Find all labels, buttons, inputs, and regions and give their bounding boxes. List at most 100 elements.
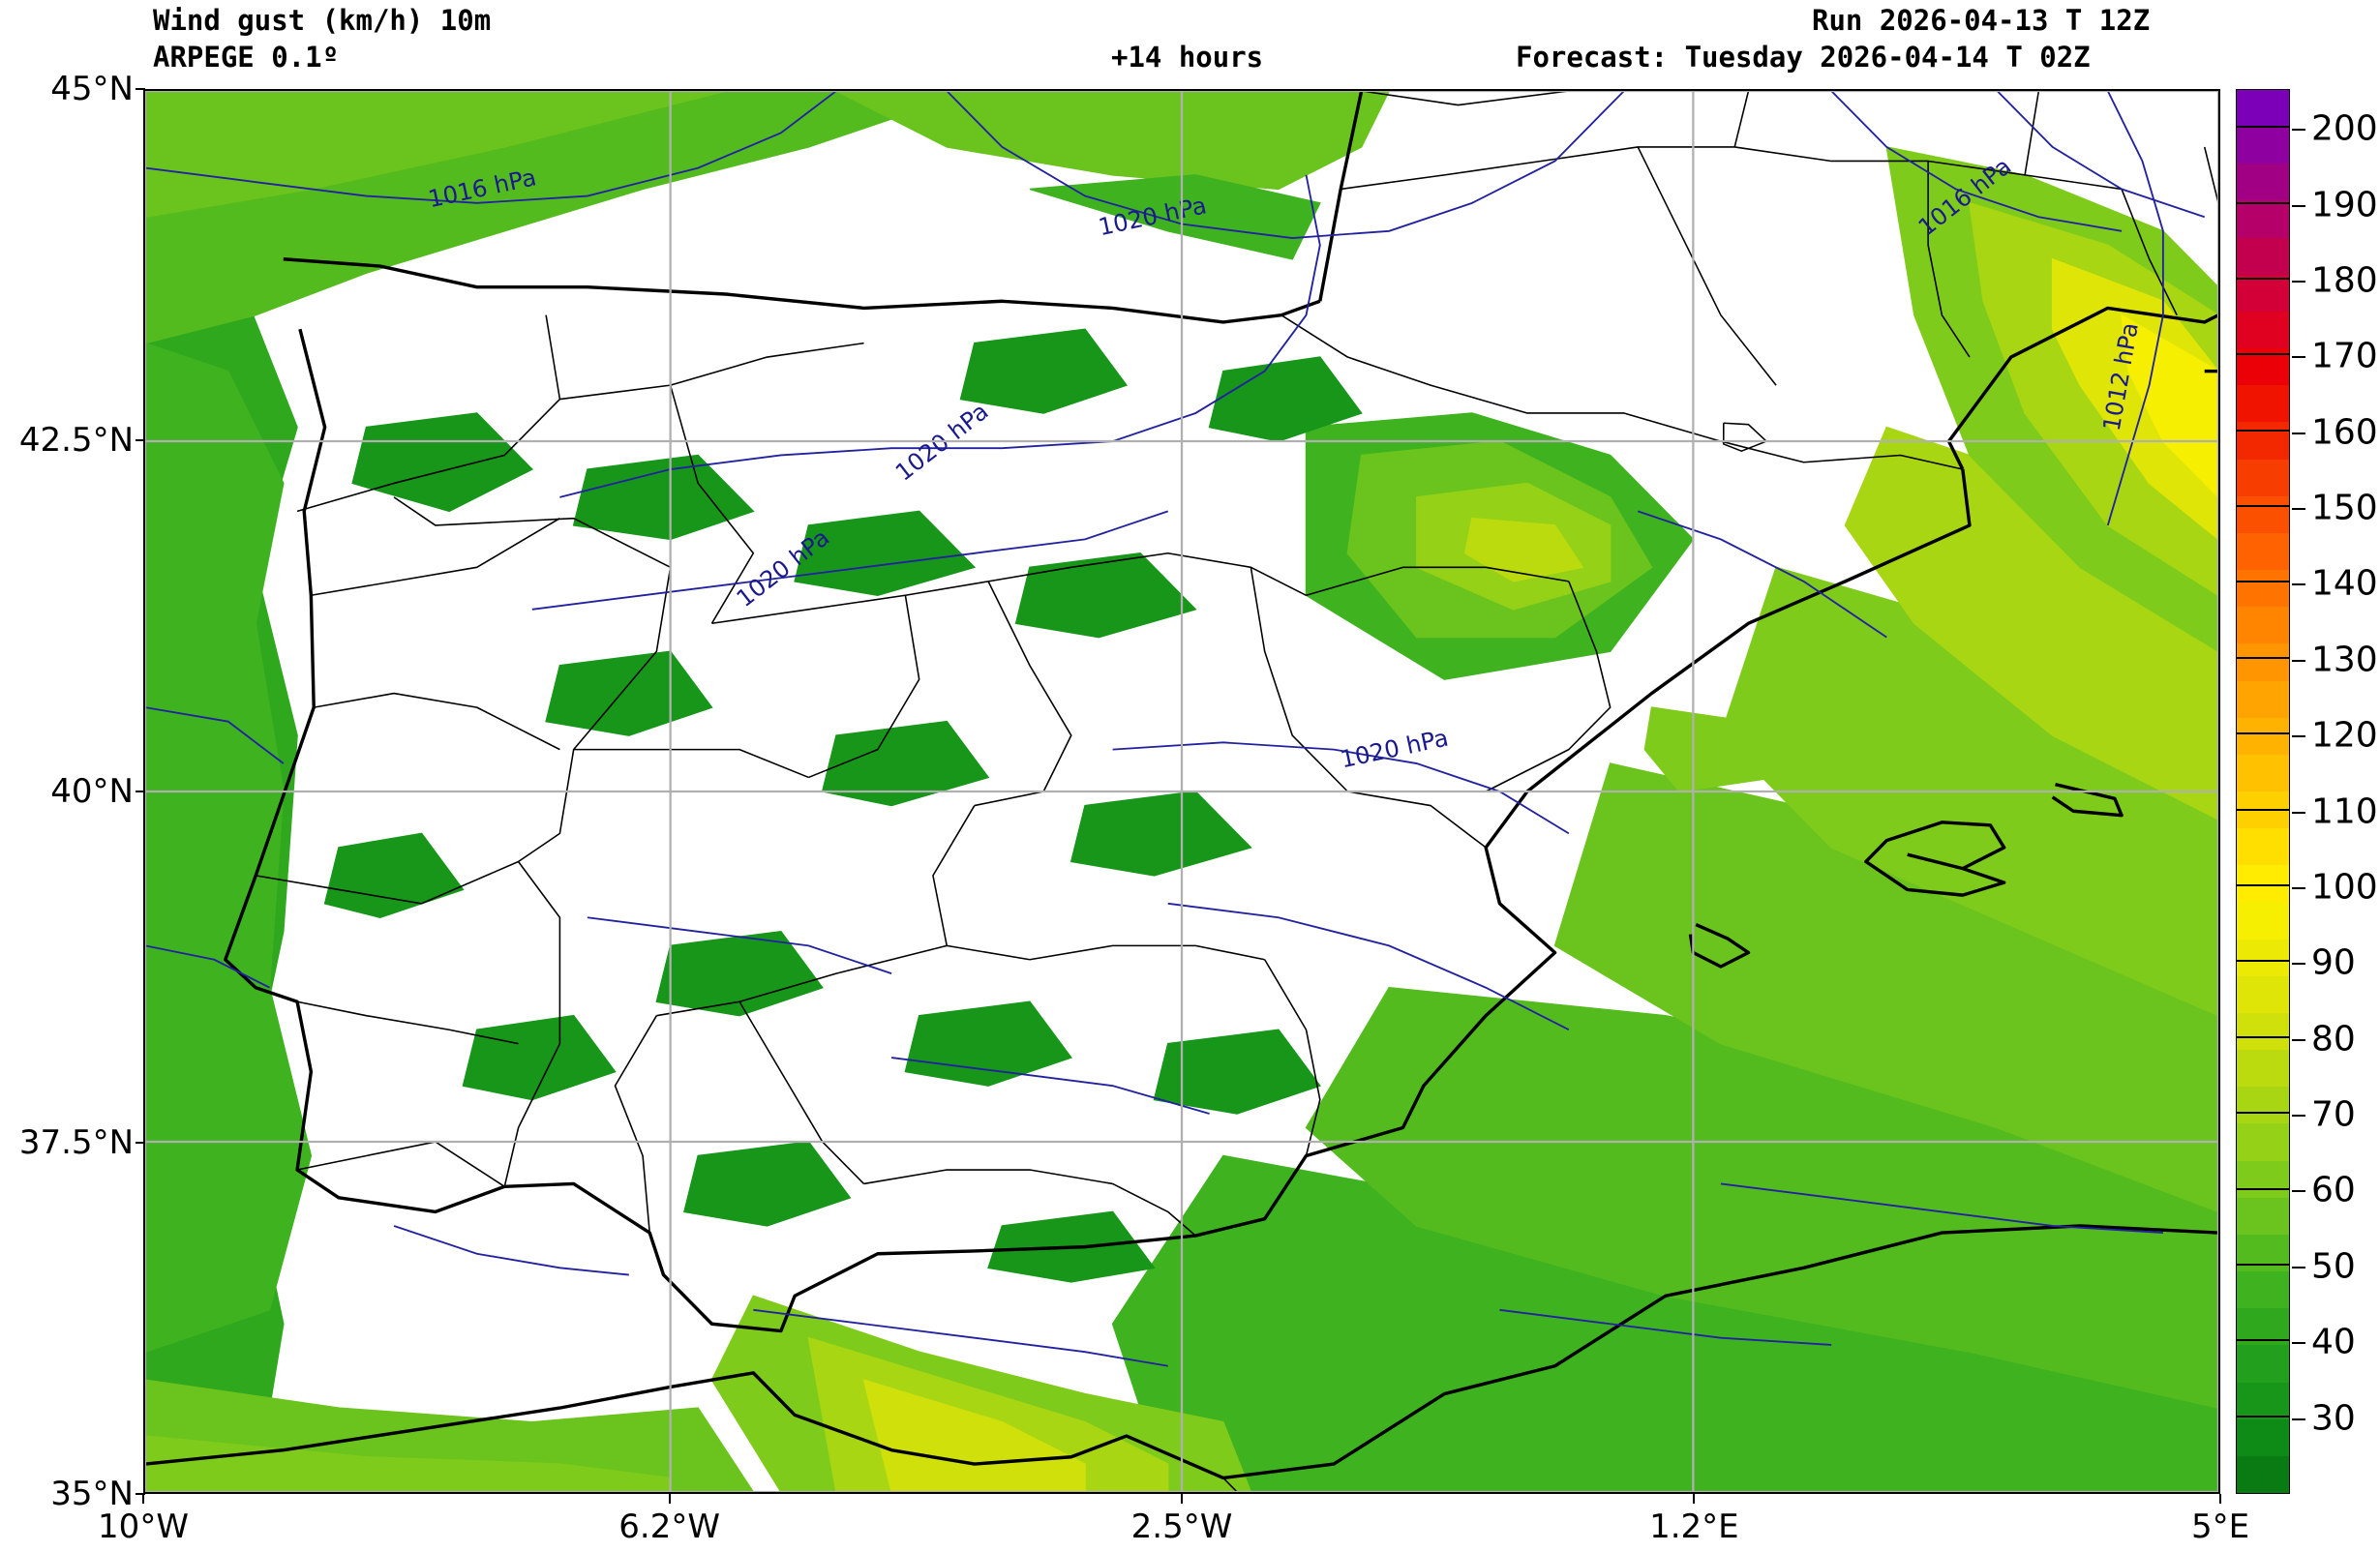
administrative-border <box>1341 146 1735 191</box>
colorbar-gradient <box>2237 90 2289 1493</box>
isobar-line <box>2106 91 2164 526</box>
administrative-border <box>296 314 561 513</box>
isobar-line <box>531 510 1169 611</box>
gust-contour-band <box>1643 706 1778 792</box>
colorbar-separator <box>2237 1263 2289 1266</box>
isobar-line <box>946 91 1625 240</box>
colorbar-segment <box>2237 975 2289 1013</box>
isobar-line <box>145 944 270 989</box>
gust-contour-band <box>323 832 465 918</box>
x-axis-tick-mark <box>1693 1494 1696 1504</box>
colorbar-tick <box>2292 280 2305 283</box>
colorbar-tick <box>2292 129 2305 132</box>
coastline <box>2051 783 2124 818</box>
gust-contour-band <box>862 1379 1086 1492</box>
isobar-line <box>891 1057 1210 1115</box>
colorbar-separator <box>2237 505 2289 508</box>
colorbar-tick-label: 70 <box>2311 1094 2356 1135</box>
coastline <box>1864 821 2006 897</box>
isobar-label: 1020 hPa <box>1338 724 1451 774</box>
colorbar-separator <box>2237 353 2289 356</box>
administrative-border <box>1485 581 1612 792</box>
colorbar-separator <box>2237 1112 2289 1115</box>
gust-contour-band <box>1029 174 1321 260</box>
colorbar-tick <box>2292 659 2305 662</box>
y-axis-tick-label: 37.5°N <box>18 1123 134 1162</box>
colorbar-segment <box>2237 679 2289 718</box>
lead-time-label: +14 hours <box>1111 41 1264 74</box>
y-axis-tick-label: 42.5°N <box>18 421 134 460</box>
colorbar-segment <box>2237 532 2289 571</box>
colorbar-segment <box>2237 1307 2289 1346</box>
colorbar-tick <box>2292 811 2305 814</box>
colorbar <box>2236 89 2290 1494</box>
colorbar-tick-label: 50 <box>2311 1246 2356 1287</box>
colorbar-separator <box>2237 732 2289 735</box>
colorbar-separator <box>2237 1415 2289 1418</box>
coastline <box>145 1224 2218 1480</box>
colorbar-separator <box>2237 126 2289 129</box>
colorbar-tick <box>2292 963 2305 966</box>
gust-contour-band <box>545 650 713 736</box>
page-title: Wind gust (km/h) 10m <box>153 4 492 37</box>
administrative-border <box>974 581 1072 807</box>
gust-contour-band <box>835 91 1390 191</box>
colorbar-segment <box>2237 237 2289 275</box>
administrative-border <box>863 1169 1113 1185</box>
colorbar-tick-label: 140 <box>2311 563 2378 604</box>
colorbar-tick <box>2292 1115 2305 1118</box>
gust-contour-band <box>655 931 824 1017</box>
y-axis-tick-label: 35°N <box>50 1475 134 1513</box>
colorbar-segment <box>2237 939 2289 976</box>
colorbar-tick-label: 100 <box>2311 867 2378 908</box>
isobar-line <box>1830 91 2123 232</box>
administrative-border <box>808 595 920 779</box>
y-axis-tick-mark <box>136 88 145 90</box>
colorbar-separator <box>2237 960 2289 963</box>
colorbar-separator <box>2237 656 2289 659</box>
colorbar-separator <box>2237 883 2289 886</box>
colorbar-tick <box>2292 1342 2305 1345</box>
colorbar-tick <box>2292 356 2305 359</box>
gust-contour-band <box>794 510 977 597</box>
colorbar-segment <box>2237 642 2289 681</box>
gust-contour-band <box>572 454 755 541</box>
x-axis-tick-mark <box>142 1494 144 1504</box>
x-axis-tick-label: 6.2°W <box>618 1507 720 1546</box>
x-axis-tick-label: 10°W <box>98 1507 189 1546</box>
colorbar-segment <box>2237 1455 2289 1493</box>
gust-contour-band <box>145 342 313 1353</box>
gust-contour-band <box>1208 356 1363 442</box>
map-plot-area[interactable]: 1016 hPa 1020 hPa 1020 hPa 1020 hPa 1020 hPa… <box>143 89 2220 1494</box>
colorbar-segment <box>2237 163 2289 201</box>
colorbar-segment <box>2237 1049 2289 1088</box>
colorbar-segment <box>2237 606 2289 644</box>
isobar-line <box>393 1225 629 1276</box>
isobar-line <box>587 916 892 975</box>
colorbar-tick-label: 80 <box>2311 1019 2356 1060</box>
administrative-border <box>1264 959 1321 1156</box>
colorbar-segment <box>2237 495 2289 533</box>
administrative-border <box>296 1000 519 1045</box>
gust-contour-band <box>145 91 726 218</box>
y-axis-tick-label: 40°N <box>50 772 134 811</box>
colorbar-tick-label: 120 <box>2311 715 2378 756</box>
colorbar-tick-label: 40 <box>2311 1322 2356 1362</box>
gust-contour-band <box>2051 257 2218 541</box>
colorbar-tick-label: 190 <box>2311 185 2378 225</box>
isobar-line <box>145 91 837 204</box>
administrative-border <box>2203 146 2218 204</box>
administrative-border <box>1347 791 1487 849</box>
colorbar-separator <box>2237 1035 2289 1038</box>
gust-contour-band <box>1463 517 1584 582</box>
administrative-border <box>2121 189 2178 316</box>
isobar-line <box>145 706 285 764</box>
colorbar-segment <box>2237 421 2289 460</box>
colorbar-separator <box>2237 1339 2289 1342</box>
administrative-border <box>1250 567 1348 792</box>
administrative-border <box>1280 314 1963 470</box>
colorbar-segment <box>2237 827 2289 866</box>
colorbar-segment <box>2237 199 2289 238</box>
colorbar-segment <box>2237 1160 2289 1198</box>
forecast-label: Forecast: Tuesday 2026-04-14 T 02Z <box>1516 41 2091 74</box>
